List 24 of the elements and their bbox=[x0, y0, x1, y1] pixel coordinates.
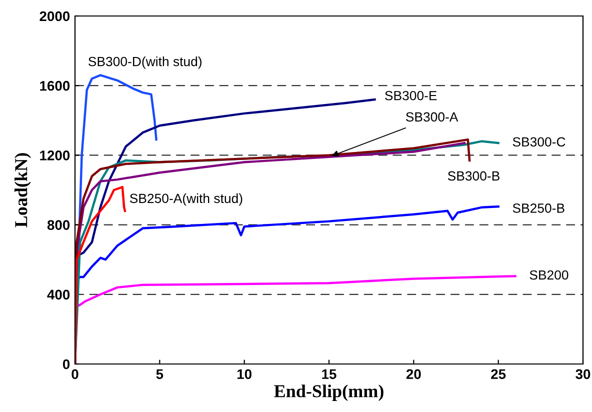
x-tick-label: 30 bbox=[576, 369, 590, 380]
x-tick-label: 0 bbox=[72, 369, 78, 380]
y-tick-label: 1600 bbox=[40, 80, 70, 91]
y-tick-label: 2000 bbox=[40, 11, 70, 22]
series-label: SB300-C bbox=[512, 137, 566, 147]
x-tick-label: 25 bbox=[491, 369, 506, 380]
y-tick-label: 1200 bbox=[40, 150, 70, 160]
x-tick-label: 20 bbox=[406, 369, 421, 380]
y-tick-label: 400 bbox=[47, 290, 70, 300]
x-axis-title: End-Slip(mm) bbox=[274, 384, 384, 401]
series-label: SB300-D(with stud) bbox=[88, 56, 202, 69]
series-label: SB200 bbox=[530, 270, 568, 280]
x-tick-label: 5 bbox=[156, 369, 164, 380]
series-label: SB300-A bbox=[406, 112, 458, 122]
x-tick-label: 15 bbox=[322, 369, 336, 380]
series-label: SB300-E bbox=[385, 90, 437, 100]
line-series bbox=[75, 186, 126, 364]
x-tick-label: 10 bbox=[237, 369, 252, 380]
series-label: SB300-B bbox=[448, 171, 500, 181]
series-label: SB250-A(with stud) bbox=[130, 193, 242, 206]
y-axis-title: Load(kN) bbox=[14, 153, 31, 228]
y-tick-label: 0 bbox=[62, 359, 70, 370]
series-label: SB250-B bbox=[512, 204, 564, 213]
y-tick-label: 800 bbox=[47, 220, 70, 230]
